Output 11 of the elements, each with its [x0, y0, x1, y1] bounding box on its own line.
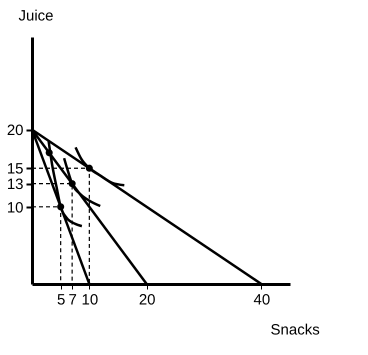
x-axis-title: Snacks — [270, 322, 320, 338]
x-tick-label: 10 — [81, 292, 98, 308]
y-tick-label: 15 — [6, 160, 24, 178]
x-tick-label: 40 — [253, 292, 270, 308]
x-tick-label: 7 — [68, 292, 77, 308]
x-tick-label: 20 — [138, 292, 156, 308]
y-axis-title: Juice — [18, 8, 54, 24]
y-tick-label: 13 — [6, 176, 24, 194]
y-tick-label: 20 — [6, 122, 24, 140]
y-tick-label: 10 — [6, 199, 24, 216]
x-tick-label: 5 — [56, 292, 66, 308]
